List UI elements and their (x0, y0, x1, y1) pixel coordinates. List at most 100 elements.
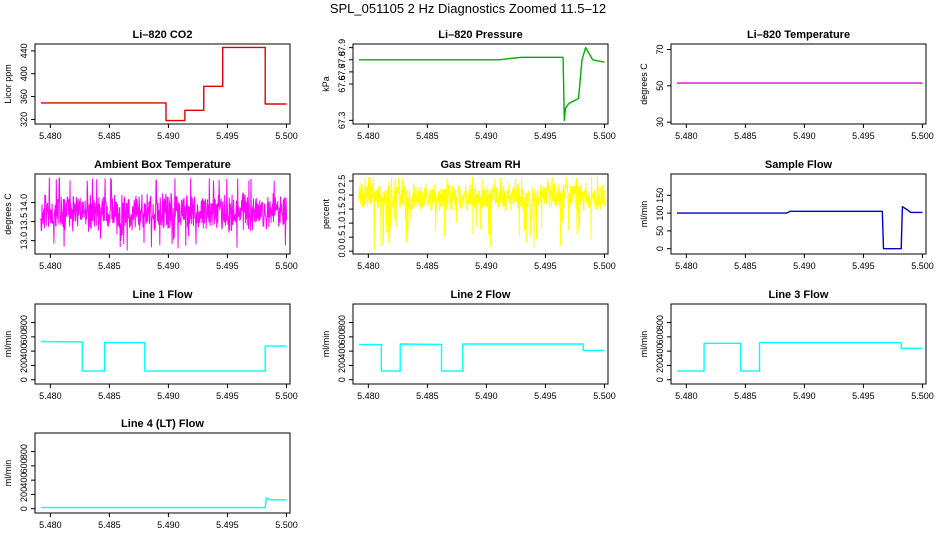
y-tick-label: 14.0 (19, 194, 29, 212)
chart-title: Li–820 Temperature (747, 29, 850, 41)
chart-panel: Li–820 Temperature degrees C 30 50 70 5.480 5.… (639, 29, 934, 141)
plot-frame (352, 43, 609, 125)
x-tick-label: 5.490 (793, 261, 816, 271)
plot-frame (352, 303, 609, 385)
plot-frame (34, 43, 291, 125)
x-tick-label: 5.490 (475, 131, 498, 141)
x-tick-label: 5.490 (157, 261, 180, 271)
series-line (40, 46, 287, 122)
y-tick-label: 2.5 (337, 175, 347, 188)
x-tick-label: 5.485 (734, 391, 757, 401)
series-line (676, 341, 923, 372)
y-tick-label: 100 (655, 206, 665, 221)
x-tick-label: 5.480 (39, 261, 62, 271)
chart-panel: Li–820 CO2 Licor ppm 320 360 400 440 5.480 5.48… (3, 29, 298, 141)
chart-panel: Li–820 Pressure kPa 67.3 67.667.767.867.9 5.… (321, 29, 616, 141)
y-tick-label: 600 (655, 329, 665, 344)
y-tick-label: 200 (337, 358, 347, 373)
y-tick-label: 1.5 (337, 203, 347, 216)
y-axis-label: ml/min (3, 460, 13, 487)
y-tick-label: 400 (655, 344, 665, 359)
y-tick-label: 67.6 (337, 75, 347, 93)
chart-title: Li–820 CO2 (133, 29, 193, 41)
y-tick-label: 0 (19, 506, 29, 511)
y-tick-label: 800 (337, 315, 347, 330)
plot-frame (352, 173, 609, 255)
y-tick-label: 200 (19, 487, 29, 502)
y-tick-label: 13.5 (19, 213, 29, 231)
y-axis-label: degrees C (639, 63, 649, 105)
chart-panel: Sample Flow ml/min 0 50 100 150 5.480 5.485 5.49… (639, 159, 934, 271)
x-tick-label: 5.500 (911, 131, 934, 141)
x-tick-label: 5.495 (534, 391, 557, 401)
y-tick-label: 0.0 (337, 245, 347, 258)
x-tick-label: 5.495 (534, 261, 557, 271)
chart-title: Gas Stream RH (440, 159, 520, 171)
y-tick-label: 360 (19, 89, 29, 104)
x-tick-label: 5.495 (216, 520, 239, 530)
x-tick-label: 5.480 (357, 131, 380, 141)
y-axis-label: ml/min (3, 331, 13, 358)
plot-frame (670, 173, 927, 255)
x-tick-label: 5.490 (475, 261, 498, 271)
x-tick-label: 5.485 (98, 131, 121, 141)
y-axis-label: ml/min (321, 331, 331, 358)
y-tick-label: 150 (655, 188, 665, 203)
x-tick-label: 5.485 (98, 520, 121, 530)
x-tick-label: 5.495 (216, 131, 239, 141)
x-tick-label: 5.500 (275, 520, 298, 530)
y-tick-label: 800 (19, 444, 29, 459)
x-tick-label: 5.490 (475, 391, 498, 401)
x-tick-label: 5.495 (852, 261, 875, 271)
plot-frame (670, 43, 927, 125)
chart-title: Ambient Box Temperature (94, 159, 231, 171)
x-tick-label: 5.485 (416, 261, 439, 271)
x-tick-label: 5.480 (39, 520, 62, 530)
x-tick-label: 5.485 (416, 391, 439, 401)
series-line (676, 206, 923, 250)
y-tick-label: 400 (19, 473, 29, 488)
x-tick-label: 5.500 (911, 261, 934, 271)
chart-title: Sample Flow (765, 159, 833, 171)
series-line (40, 177, 287, 251)
y-tick-label: 1.0 (337, 217, 347, 230)
x-tick-label: 5.495 (852, 391, 875, 401)
y-tick-label: 50 (655, 81, 665, 91)
y-tick-label: 67.7 (337, 63, 347, 81)
x-tick-label: 5.495 (216, 391, 239, 401)
y-tick-label: 67.8 (337, 51, 347, 69)
chart-panel: Gas Stream RH percent 0.00.51.01.52.02.5 5.… (321, 159, 616, 271)
plot-frame (34, 432, 291, 514)
series-line (358, 176, 605, 251)
x-tick-label: 5.480 (39, 131, 62, 141)
page-title: SPL_051105 2 Hz Diagnostics Zoomed 11.5–… (329, 1, 607, 16)
x-tick-label: 5.490 (157, 520, 180, 530)
x-tick-label: 5.500 (275, 391, 298, 401)
x-tick-label: 5.500 (275, 131, 298, 141)
x-tick-label: 5.485 (416, 131, 439, 141)
y-tick-label: 0.5 (337, 231, 347, 244)
y-tick-label: 0 (655, 377, 665, 382)
chart-panel: Ambient Box Temperature degrees C 13.013.5… (3, 159, 298, 271)
y-tick-label: 200 (655, 358, 665, 373)
chart-title: Line 3 Flow (769, 289, 829, 301)
y-axis-label: ml/min (639, 201, 649, 228)
x-tick-label: 5.490 (793, 131, 816, 141)
series-line (358, 46, 605, 122)
x-tick-label: 5.500 (593, 261, 616, 271)
x-tick-label: 5.495 (216, 261, 239, 271)
chart-title: Li–820 Pressure (438, 29, 522, 41)
x-tick-label: 5.485 (734, 131, 757, 141)
x-tick-label: 5.480 (675, 131, 698, 141)
y-tick-label: 800 (655, 315, 665, 330)
y-tick-label: 400 (337, 344, 347, 359)
x-tick-label: 5.500 (911, 391, 934, 401)
y-axis-label: degrees C (3, 193, 13, 235)
series-line (40, 340, 287, 372)
